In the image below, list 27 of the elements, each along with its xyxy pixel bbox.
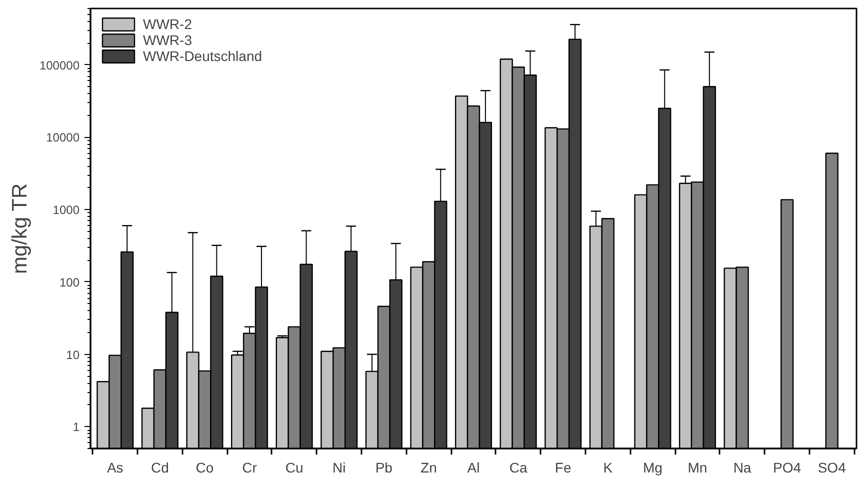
x-tick-label: Cr bbox=[242, 460, 258, 476]
x-tick-label: Co bbox=[196, 460, 214, 476]
x-tick-label: Zn bbox=[420, 460, 437, 476]
x-tick-label: Cd bbox=[150, 460, 169, 476]
y-tick-label: 100000 bbox=[39, 58, 80, 72]
x-tick-label: Cu bbox=[285, 460, 304, 476]
x-tick-label: Ca bbox=[509, 460, 528, 476]
x-tick-label: K bbox=[603, 460, 614, 476]
x-tick-label: Pb bbox=[375, 460, 393, 476]
legend-label: WWR-2 bbox=[143, 16, 192, 32]
x-tick-label: Al bbox=[467, 460, 480, 476]
legend-label: WWR-Deutschland bbox=[143, 48, 262, 64]
y-tick-label: 10000 bbox=[46, 130, 80, 145]
x-tick-label: Mn bbox=[688, 460, 708, 476]
y-tick-label: 10 bbox=[66, 348, 80, 362]
x-tick-label: SO4 bbox=[818, 460, 846, 476]
y-tick-label: 100 bbox=[59, 275, 80, 290]
x-tick-label: As bbox=[106, 460, 124, 476]
y-axis-title: mg/kg TR bbox=[8, 183, 32, 274]
legend-label: WWR-3 bbox=[143, 32, 192, 48]
x-tick-label: Fe bbox=[554, 460, 572, 476]
x-tick-label: Mg bbox=[642, 460, 662, 476]
y-tick-label: 1000 bbox=[52, 203, 80, 218]
x-tick-label: PO4 bbox=[773, 460, 802, 476]
x-tick-label: Na bbox=[733, 460, 752, 476]
y-tick-label: 1 bbox=[72, 420, 80, 434]
x-tick-label: Ni bbox=[332, 460, 346, 476]
